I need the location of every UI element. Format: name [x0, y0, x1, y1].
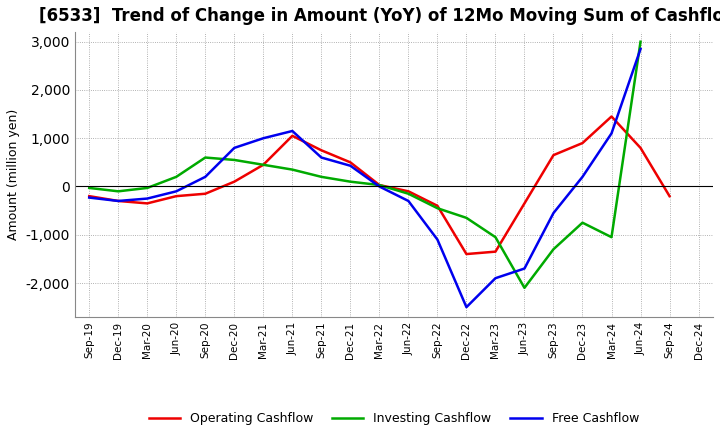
Free Cashflow	[172, 189, 181, 194]
Operating Cashflow	[491, 249, 500, 254]
Operating Cashflow	[317, 148, 325, 153]
Free Cashflow	[404, 198, 413, 204]
Free Cashflow	[259, 136, 268, 141]
Free Cashflow	[433, 237, 442, 242]
Investing Cashflow	[201, 155, 210, 160]
Free Cashflow	[462, 304, 471, 310]
Operating Cashflow	[375, 183, 384, 188]
Free Cashflow	[520, 266, 528, 271]
Title: [6533]  Trend of Change in Amount (YoY) of 12Mo Moving Sum of Cashflows: [6533] Trend of Change in Amount (YoY) o…	[39, 7, 720, 25]
Operating Cashflow	[114, 198, 122, 204]
Investing Cashflow	[404, 191, 413, 196]
Free Cashflow	[317, 155, 325, 160]
Free Cashflow	[607, 131, 616, 136]
Line: Investing Cashflow: Investing Cashflow	[89, 42, 641, 288]
Operating Cashflow	[665, 194, 674, 199]
Investing Cashflow	[346, 179, 355, 184]
Investing Cashflow	[607, 235, 616, 240]
Free Cashflow	[375, 184, 384, 189]
Investing Cashflow	[143, 185, 152, 191]
Operating Cashflow	[288, 133, 297, 139]
Investing Cashflow	[462, 215, 471, 220]
Investing Cashflow	[375, 183, 384, 188]
Investing Cashflow	[549, 246, 558, 252]
Free Cashflow	[288, 128, 297, 134]
Line: Free Cashflow: Free Cashflow	[89, 49, 641, 307]
Operating Cashflow	[404, 189, 413, 194]
Operating Cashflow	[259, 162, 268, 167]
Investing Cashflow	[288, 167, 297, 172]
Free Cashflow	[114, 198, 122, 204]
Free Cashflow	[636, 46, 645, 51]
Investing Cashflow	[259, 162, 268, 167]
Operating Cashflow	[85, 194, 94, 199]
Investing Cashflow	[433, 205, 442, 211]
Free Cashflow	[230, 145, 238, 150]
Y-axis label: Amount (million yen): Amount (million yen)	[7, 109, 20, 240]
Operating Cashflow	[172, 194, 181, 199]
Investing Cashflow	[114, 189, 122, 194]
Investing Cashflow	[520, 285, 528, 290]
Free Cashflow	[491, 275, 500, 281]
Operating Cashflow	[578, 140, 587, 146]
Operating Cashflow	[143, 201, 152, 206]
Free Cashflow	[201, 174, 210, 180]
Free Cashflow	[549, 210, 558, 216]
Operating Cashflow	[230, 179, 238, 184]
Free Cashflow	[346, 163, 355, 169]
Investing Cashflow	[317, 174, 325, 180]
Free Cashflow	[85, 195, 94, 200]
Legend: Operating Cashflow, Investing Cashflow, Free Cashflow: Operating Cashflow, Investing Cashflow, …	[144, 407, 644, 430]
Investing Cashflow	[85, 185, 94, 191]
Operating Cashflow	[607, 114, 616, 119]
Free Cashflow	[578, 174, 587, 180]
Investing Cashflow	[636, 39, 645, 44]
Investing Cashflow	[230, 158, 238, 163]
Operating Cashflow	[346, 160, 355, 165]
Operating Cashflow	[462, 251, 471, 257]
Operating Cashflow	[549, 153, 558, 158]
Investing Cashflow	[578, 220, 587, 225]
Operating Cashflow	[201, 191, 210, 196]
Free Cashflow	[143, 196, 152, 201]
Operating Cashflow	[636, 145, 645, 150]
Line: Operating Cashflow: Operating Cashflow	[89, 117, 670, 254]
Investing Cashflow	[491, 235, 500, 240]
Investing Cashflow	[172, 174, 181, 180]
Operating Cashflow	[433, 203, 442, 209]
